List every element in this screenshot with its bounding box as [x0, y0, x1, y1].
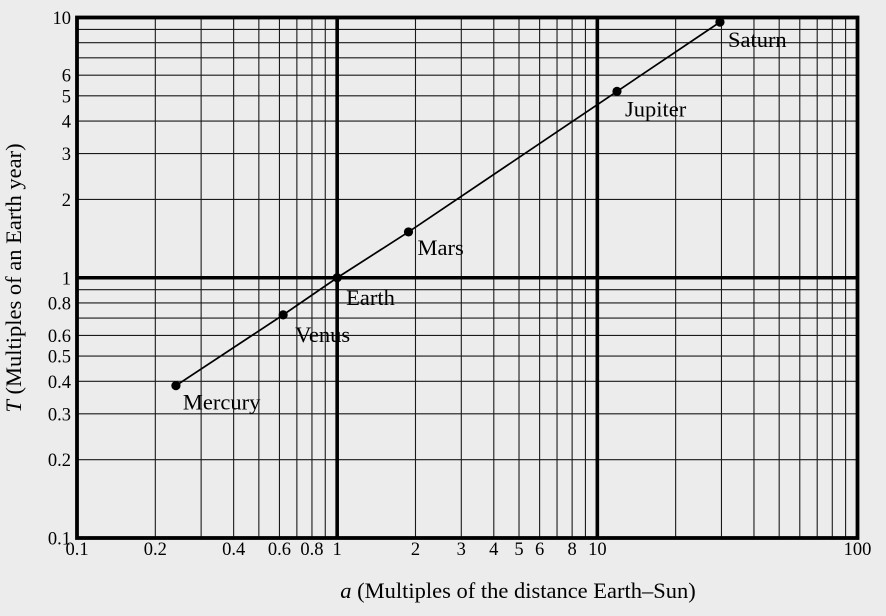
y-tick-label-0.5: 0.5 [48, 348, 71, 368]
point-label-venus: Venus [295, 322, 350, 347]
x-tick-label-4: 4 [489, 540, 498, 560]
x-tick-label-8: 8 [567, 540, 576, 560]
data-point-venus [278, 310, 288, 320]
point-label-mercury: Mercury [183, 390, 261, 415]
y-tick-label-10: 10 [53, 9, 72, 29]
y-tick-label-0.4: 0.4 [48, 373, 71, 393]
y-axis-tick-labels: 0.1 0.2 0.3 0.4 0.50.6 0.8 1 2 3 4 56 10 [48, 9, 71, 550]
point-label-saturn: Saturn [728, 27, 787, 52]
y-tick-label-0.6: 0.6 [48, 327, 71, 347]
y-tick-label-6: 6 [62, 67, 71, 87]
y-tick-label-0.1: 0.1 [48, 530, 71, 550]
y-axis-title-text: (Multiples of an Earth year) [1, 143, 26, 400]
data-point-mercury [171, 381, 181, 391]
x-tick-label-3: 3 [457, 540, 466, 560]
x-tick-label-0.6: 0.6 [268, 540, 291, 560]
data-points: Mercury Venus Earth Mars Jupiter Saturn [171, 17, 787, 415]
y-axis-title: T (Multiples of an Earth year) [1, 143, 26, 412]
y-tick-label-2: 2 [62, 191, 71, 211]
trend-line [175, 21, 721, 387]
x-tick-label-1: 1 [333, 540, 342, 560]
x-tick-label-0.8: 0.8 [300, 540, 323, 560]
x-tick-label-2: 2 [411, 540, 420, 560]
x-tick-label-0.1: 0.1 [65, 540, 88, 560]
x-tick-label-0.2: 0.2 [144, 540, 167, 560]
y-tick-label-4: 4 [62, 113, 71, 133]
data-point-mars [403, 227, 414, 237]
data-point-saturn [715, 17, 725, 27]
x-axis-title-text: (Multiples of the distance Earth–Sun) [351, 578, 695, 603]
x-tick-label-10: 10 [588, 540, 607, 560]
plot-border [75, 15, 860, 540]
point-label-mars: Mars [417, 235, 463, 260]
data-point-earth [332, 273, 342, 283]
y-tick-label-0.2: 0.2 [48, 451, 71, 471]
x-axis-variable: a [340, 578, 351, 603]
point-label-jupiter: Jupiter [625, 96, 687, 121]
y-tick-label-0.8: 0.8 [48, 294, 71, 314]
x-tick-label-6: 6 [535, 540, 544, 560]
y-tick-label-5: 5 [62, 87, 71, 107]
y-tick-label-1: 1 [62, 269, 71, 289]
point-label-earth: Earth [346, 285, 395, 310]
x-axis-tick-labels: 0.1 0.2 0.4 0.6 0.8 1 2 3 4 5 6 8 10 100 [65, 540, 871, 560]
y-axis-variable: T [1, 399, 26, 413]
x-tick-label-100: 100 [844, 540, 872, 560]
x-tick-label-0.4: 0.4 [222, 540, 245, 560]
data-point-jupiter [612, 86, 622, 97]
x-axis-title: a (Multiples of the distance Earth–Sun) [340, 578, 696, 603]
y-tick-label-0.3: 0.3 [48, 405, 71, 425]
x-tick-label-5: 5 [514, 540, 523, 560]
y-tick-label-3: 3 [62, 145, 71, 165]
